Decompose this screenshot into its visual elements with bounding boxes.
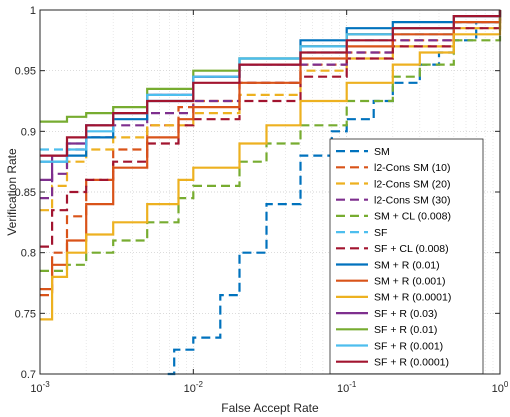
legend-label-4: SM + CL (0.008) (374, 211, 451, 223)
y-axis-ticks: 0.7 0.75 0.8 0.85 0.9 0.95 1 (15, 5, 500, 381)
x-tick-label-0: 10-3 (30, 380, 50, 395)
y-tick-label-3: 0.85 (15, 187, 36, 199)
legend-label-6: SF + CL (0.008) (374, 243, 449, 255)
legend-label-3: l2-Cons SM (30) (374, 195, 450, 207)
x-tick-label-1: 10-2 (184, 380, 204, 395)
series-layer (40, 10, 502, 376)
y-tick-label-2: 0.8 (21, 248, 36, 260)
y-tick-label-6: 1 (30, 5, 36, 17)
legend-label-11: SF + R (0.01) (374, 324, 437, 336)
x-axis-ticks: 10-3 10-2 10-1 100 (30, 10, 509, 395)
legend: SM l2-Cons SM (10) l2-Cons SM (20) l2-Cons … (329, 138, 484, 375)
legend-label-10: SF + R (0.03) (374, 308, 437, 320)
y-axis-label: Verification Rate (5, 148, 19, 236)
y-tick-label-4: 0.9 (21, 126, 36, 138)
legend-label-5: SF (374, 227, 387, 239)
y-tick-label-1: 0.75 (15, 308, 36, 320)
legend-label-0: SM (374, 146, 390, 158)
x-tick-exponent: -2 (196, 380, 204, 389)
legend-label-8: SM + R (0.001) (374, 276, 446, 288)
x-tick-exponent: -3 (43, 380, 51, 389)
x-tick-base: 10 (337, 383, 349, 395)
legend-label-13: SF + R (0.0001) (374, 357, 449, 369)
legend-label-1: l2-Cons SM (10) (374, 162, 450, 174)
x-tick-label-3: 100 (492, 380, 509, 395)
legend-label-9: SM + R (0.0001) (374, 292, 451, 304)
x-tick-base: 10 (30, 383, 42, 395)
series-line-13 (40, 10, 502, 157)
x-axis-label: False Accept Rate (221, 401, 319, 415)
legend-label-2: l2-Cons SM (20) (374, 178, 450, 190)
series-line-9 (40, 10, 502, 321)
legend-label-12: SF + R (0.001) (374, 340, 443, 352)
legend-label-7: SM + R (0.01) (374, 259, 440, 271)
x-tick-base: 10 (492, 383, 504, 395)
legend-box (329, 138, 484, 375)
y-tick-label-5: 0.95 (15, 66, 36, 78)
x-tick-exponent: -1 (349, 380, 357, 389)
y-tick-label-0: 0.7 (21, 369, 36, 381)
x-tick-exponent: 0 (504, 380, 509, 389)
series-line-6 (40, 10, 502, 248)
x-tick-base: 10 (184, 383, 196, 395)
x-tick-label-2: 10-1 (337, 380, 357, 395)
